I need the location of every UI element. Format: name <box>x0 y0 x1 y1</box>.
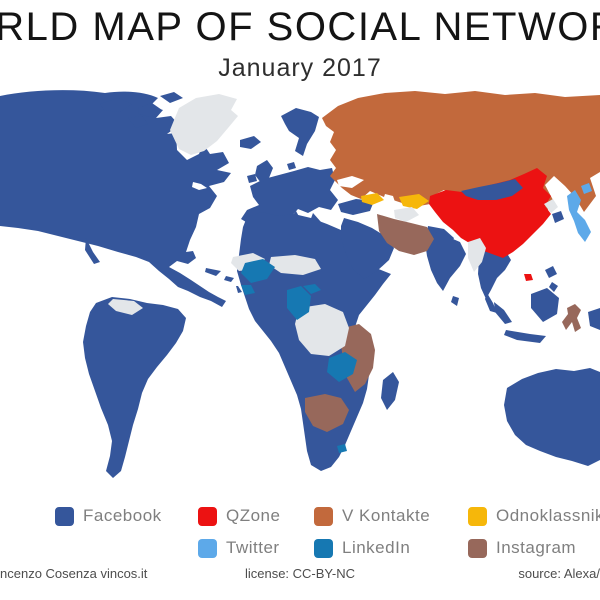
region-niger-chad-nodata <box>269 255 321 275</box>
region-hainan-qzone <box>524 274 533 281</box>
region-uk <box>255 160 273 183</box>
legend-item-linkedin: LinkedIn <box>314 538 410 558</box>
region-namibia-botswana-instagram <box>305 394 349 432</box>
legend-label: Instagram <box>496 538 577 557</box>
region-new-guinea <box>588 308 600 330</box>
odnoklassniki-swatch <box>468 506 487 526</box>
author-text: ncenzo Cosenza vincos.it <box>0 566 148 581</box>
region-australia <box>504 368 600 466</box>
region-arctic-islands <box>100 92 183 128</box>
source-text: source: Alexa/ <box>518 566 600 581</box>
region-philippines <box>545 266 558 292</box>
region-turkey <box>338 199 374 215</box>
region-malay-peninsula <box>485 293 497 313</box>
region-java <box>504 330 546 343</box>
region-madagascar <box>381 372 399 410</box>
region-denmark <box>287 162 296 170</box>
title-row: WORLD MAP OF SOCIAL NETWORKS <box>0 0 600 54</box>
linkedin-swatch <box>314 538 333 558</box>
region-japan-twitter <box>567 183 592 242</box>
page-title: WORLD MAP OF SOCIAL NETWORKS <box>0 5 600 49</box>
legend-item-instagram: Instagram <box>468 538 576 558</box>
region-baja <box>85 238 100 264</box>
region-cameroon-gabon-linkedin <box>287 286 311 320</box>
region-mongolia <box>461 179 523 200</box>
region-guyana-nodata <box>108 299 143 315</box>
region-zambia-zimbabwe-linkedin <box>327 352 357 382</box>
region-sumatra <box>494 302 512 324</box>
legend-label: Twitter <box>226 538 280 557</box>
vkontakte-swatch <box>314 506 333 526</box>
region-borneo <box>531 288 559 322</box>
legend-label: Odnoklassniki <box>496 506 600 525</box>
region-scandinavia <box>281 108 319 156</box>
instagram-swatch <box>468 538 487 558</box>
region-caribbean <box>205 268 242 293</box>
region-north-korea-nodata <box>544 199 558 213</box>
great-lakes <box>192 182 207 190</box>
legend-item-vkontakte: V Kontakte <box>314 506 430 526</box>
region-car-linkedin <box>303 284 321 294</box>
region-drc-angola-nodata <box>295 304 349 356</box>
region-greenland <box>170 94 238 155</box>
region-lesotho-linkedin <box>337 444 347 453</box>
legend-item-qzone: QZone <box>198 506 280 526</box>
region-iceland <box>240 136 261 149</box>
footer: license: CC-BY-NC ncenzo Cosenza vincos.… <box>0 566 600 588</box>
region-uzbekistan-odnoklassniki <box>399 194 429 209</box>
region-sulawesi-instagram <box>562 304 581 332</box>
region-north-america <box>0 90 231 307</box>
region-guinea-linkedin <box>241 285 255 295</box>
legend-item-facebook: Facebook <box>55 506 162 526</box>
region-south-america <box>83 297 186 478</box>
region-china-qzone <box>429 168 551 258</box>
legend-label: QZone <box>226 506 281 525</box>
region-ireland <box>247 174 257 183</box>
legend-item-twitter: Twitter <box>198 538 280 558</box>
legend-label: LinkedIn <box>342 538 411 557</box>
qzone-swatch <box>198 506 217 526</box>
region-mali-senegal-linkedin <box>241 259 275 283</box>
legend-item-odnoklassniki: Odnoklassniki <box>468 506 600 526</box>
legend-label: V Kontakte <box>342 506 431 525</box>
region-iran-instagram <box>377 214 434 255</box>
region-sri-lanka <box>451 296 459 306</box>
black-sea <box>337 176 364 188</box>
region-arabia <box>341 218 394 279</box>
region-south-korea <box>552 211 564 223</box>
twitter-swatch <box>198 538 217 558</box>
license-text: license: CC-BY-NC <box>244 566 356 581</box>
region-turkmenistan-nodata <box>394 207 419 222</box>
facebook-swatch <box>55 506 74 526</box>
region-india <box>425 230 466 291</box>
subtitle-row: January 2017 <box>0 54 600 83</box>
legend-label: Facebook <box>83 506 162 525</box>
region-caucasus-odnoklassniki <box>361 193 384 205</box>
region-myanmar-nodata <box>468 238 486 272</box>
subtitle: January 2017 <box>218 54 382 82</box>
